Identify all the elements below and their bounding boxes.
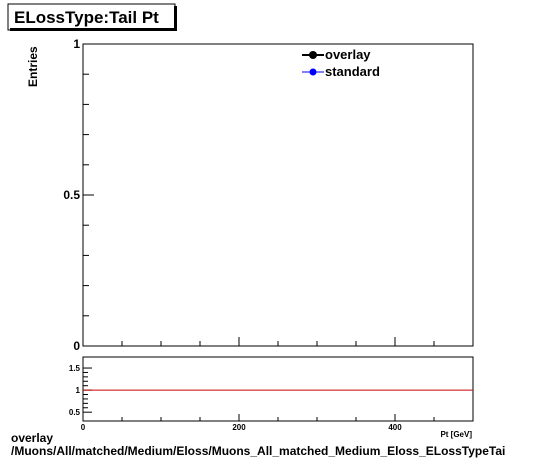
footer-caption: overlay /Muons/All/matched/Medium/Eloss/… <box>11 432 505 458</box>
main-x-axis <box>82 337 474 346</box>
y-axis-label: Entries <box>26 46 40 87</box>
title-box: ELossType:Tail Pt <box>7 3 177 31</box>
ratio-x-tick-label: 200 <box>232 423 246 432</box>
y-tick-label: 0 <box>73 339 80 353</box>
footer-line-1: overlay <box>11 431 54 445</box>
ratio-x-tick-label: 400 <box>388 423 402 432</box>
footer-line-2: /Muons/All/matched/Medium/Eloss/Muons_Al… <box>11 444 506 458</box>
x-axis-label: Pt [GeV] <box>440 430 472 439</box>
y-tick-label: 1 <box>73 37 80 51</box>
legend-standard-marker <box>309 68 317 76</box>
ratio-plot-frame <box>82 356 474 422</box>
legend-overlay-marker <box>309 51 317 59</box>
main-plot-frame <box>82 43 474 347</box>
ratio-y-tick-label: 0.5 <box>69 408 81 417</box>
legend: overlay standard <box>302 47 380 79</box>
chart-title: ELossType:Tail Pt <box>14 8 159 27</box>
ratio-x-axis: 0 200 400 <box>81 414 474 432</box>
main-y-axis: 00.51 <box>63 37 94 353</box>
ratio-x-tick-label: 0 <box>81 423 86 432</box>
y-tick-label: 0.5 <box>63 188 80 202</box>
legend-overlay-label: overlay <box>325 47 371 62</box>
ratio-y-tick-label: 1 <box>76 386 81 395</box>
ratio-y-tick-label: 1.5 <box>69 364 81 373</box>
legend-standard-label: standard <box>325 64 380 79</box>
